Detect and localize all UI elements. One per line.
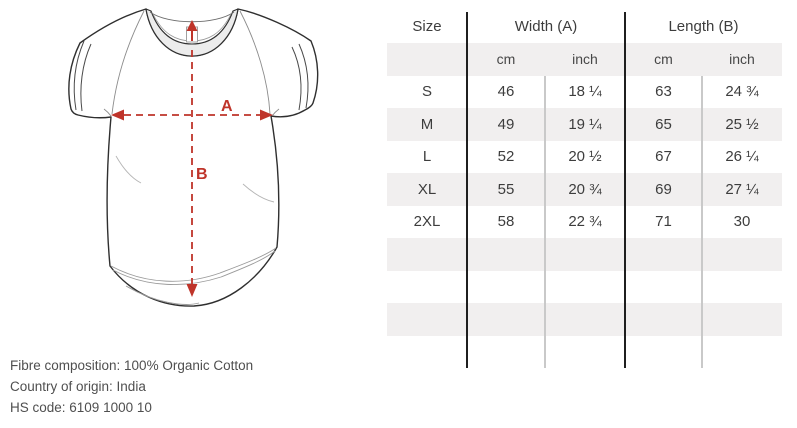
tshirt-outline [68, 8, 319, 307]
length-in-cell: 30 [733, 213, 751, 231]
width-arrow-right-icon [260, 109, 273, 121]
fold-line-right [242, 183, 275, 203]
hs-code-text: HS code: 6109 1000 10 [10, 400, 152, 415]
hem-stitch-front [110, 247, 277, 282]
width-in-cell: 20 ¾ [568, 180, 602, 198]
table-rule-width-length [624, 12, 626, 368]
length-arrow-top-icon [186, 20, 198, 31]
column-header-width: Width (A) [514, 18, 578, 35]
empty-row [387, 303, 782, 336]
hem-stitch-back [125, 285, 200, 305]
table-units-row: cm inch cm inch [387, 43, 782, 76]
width-cm-cell: 55 [497, 180, 515, 198]
length-in-cell: 27 ¼ [725, 180, 759, 198]
table-rule-length-cm-in [701, 75, 703, 368]
length-cm-cell: 67 [655, 148, 672, 166]
empty-row [387, 336, 782, 369]
underarm-notch-right [271, 108, 280, 117]
width-label: A [221, 98, 233, 115]
empty-row [387, 271, 782, 304]
unit-width-cm: cm [496, 51, 516, 68]
table-row-m: M 49 19 ¼ 65 25 ½ [387, 108, 782, 141]
underarm-notch-left [103, 108, 112, 117]
length-arrow-bottom-icon [186, 284, 198, 297]
width-arrow-left-icon [111, 109, 124, 121]
size-cell: XL [417, 180, 437, 198]
table-row-xl: XL 55 20 ¾ 69 27 ¼ [387, 173, 782, 206]
length-cm-cell: 63 [655, 83, 672, 101]
size-cell: S [421, 83, 432, 101]
size-cell: 2XL [413, 213, 441, 231]
units-spacer [387, 43, 467, 76]
length-in-cell: 24 ¾ [725, 83, 759, 101]
length-in-cell: 26 ¼ [725, 148, 759, 166]
tshirt-diagram: A B [68, 8, 319, 307]
unit-length-inch: inch [729, 51, 755, 68]
width-cm-cell: 52 [497, 148, 515, 166]
size-cell: L [422, 148, 432, 166]
width-in-cell: 19 ¼ [568, 115, 602, 133]
width-in-cell: 20 ½ [568, 148, 602, 166]
unit-length-cm: cm [654, 51, 673, 68]
empty-row [387, 238, 782, 271]
sleeve-cuff-right [291, 43, 309, 111]
size-cell: M [420, 115, 434, 133]
width-cm-cell: 58 [497, 213, 515, 231]
collar-band [145, 8, 239, 57]
sleeve-cuff-left [73, 40, 92, 112]
unit-width-inch: inch [572, 51, 598, 68]
table-row-2xl: 2XL 58 22 ¾ 71 30 [387, 206, 782, 239]
length-label: B [196, 166, 208, 183]
length-in-cell: 25 ½ [725, 115, 759, 133]
fibre-composition-text: Fibre composition: 100% Organic Cotton [10, 358, 254, 373]
hem-stitch-front-2 [112, 250, 276, 285]
size-table: Size Width (A) Length (B) cm inch cm inc… [387, 10, 782, 368]
width-in-cell: 18 ¼ [568, 83, 602, 101]
width-in-cell: 22 ¾ [568, 213, 602, 231]
armhole-seam-right [239, 10, 271, 115]
column-header-size: Size [412, 18, 442, 35]
length-cm-cell: 71 [655, 213, 672, 231]
length-cm-cell: 69 [655, 180, 672, 198]
country-of-origin-text: Country of origin: India [10, 379, 146, 394]
armhole-seam-left [111, 10, 145, 115]
product-info: Fibre composition: 100% Organic Cotton C… [10, 355, 253, 418]
table-header-row: Size Width (A) Length (B) [387, 10, 782, 43]
width-cm-cell: 49 [497, 115, 515, 133]
column-header-length: Length (B) [668, 18, 739, 35]
table-row-l: L 52 20 ½ 67 26 ¼ [387, 141, 782, 174]
width-cm-cell: 46 [497, 83, 515, 101]
table-row-s: S 46 18 ¼ 63 24 ¾ [387, 76, 782, 109]
table-rule-size-width [466, 12, 468, 368]
fold-line-left [115, 155, 142, 184]
length-cm-cell: 65 [655, 115, 672, 133]
table-rule-width-cm-in [544, 75, 546, 368]
